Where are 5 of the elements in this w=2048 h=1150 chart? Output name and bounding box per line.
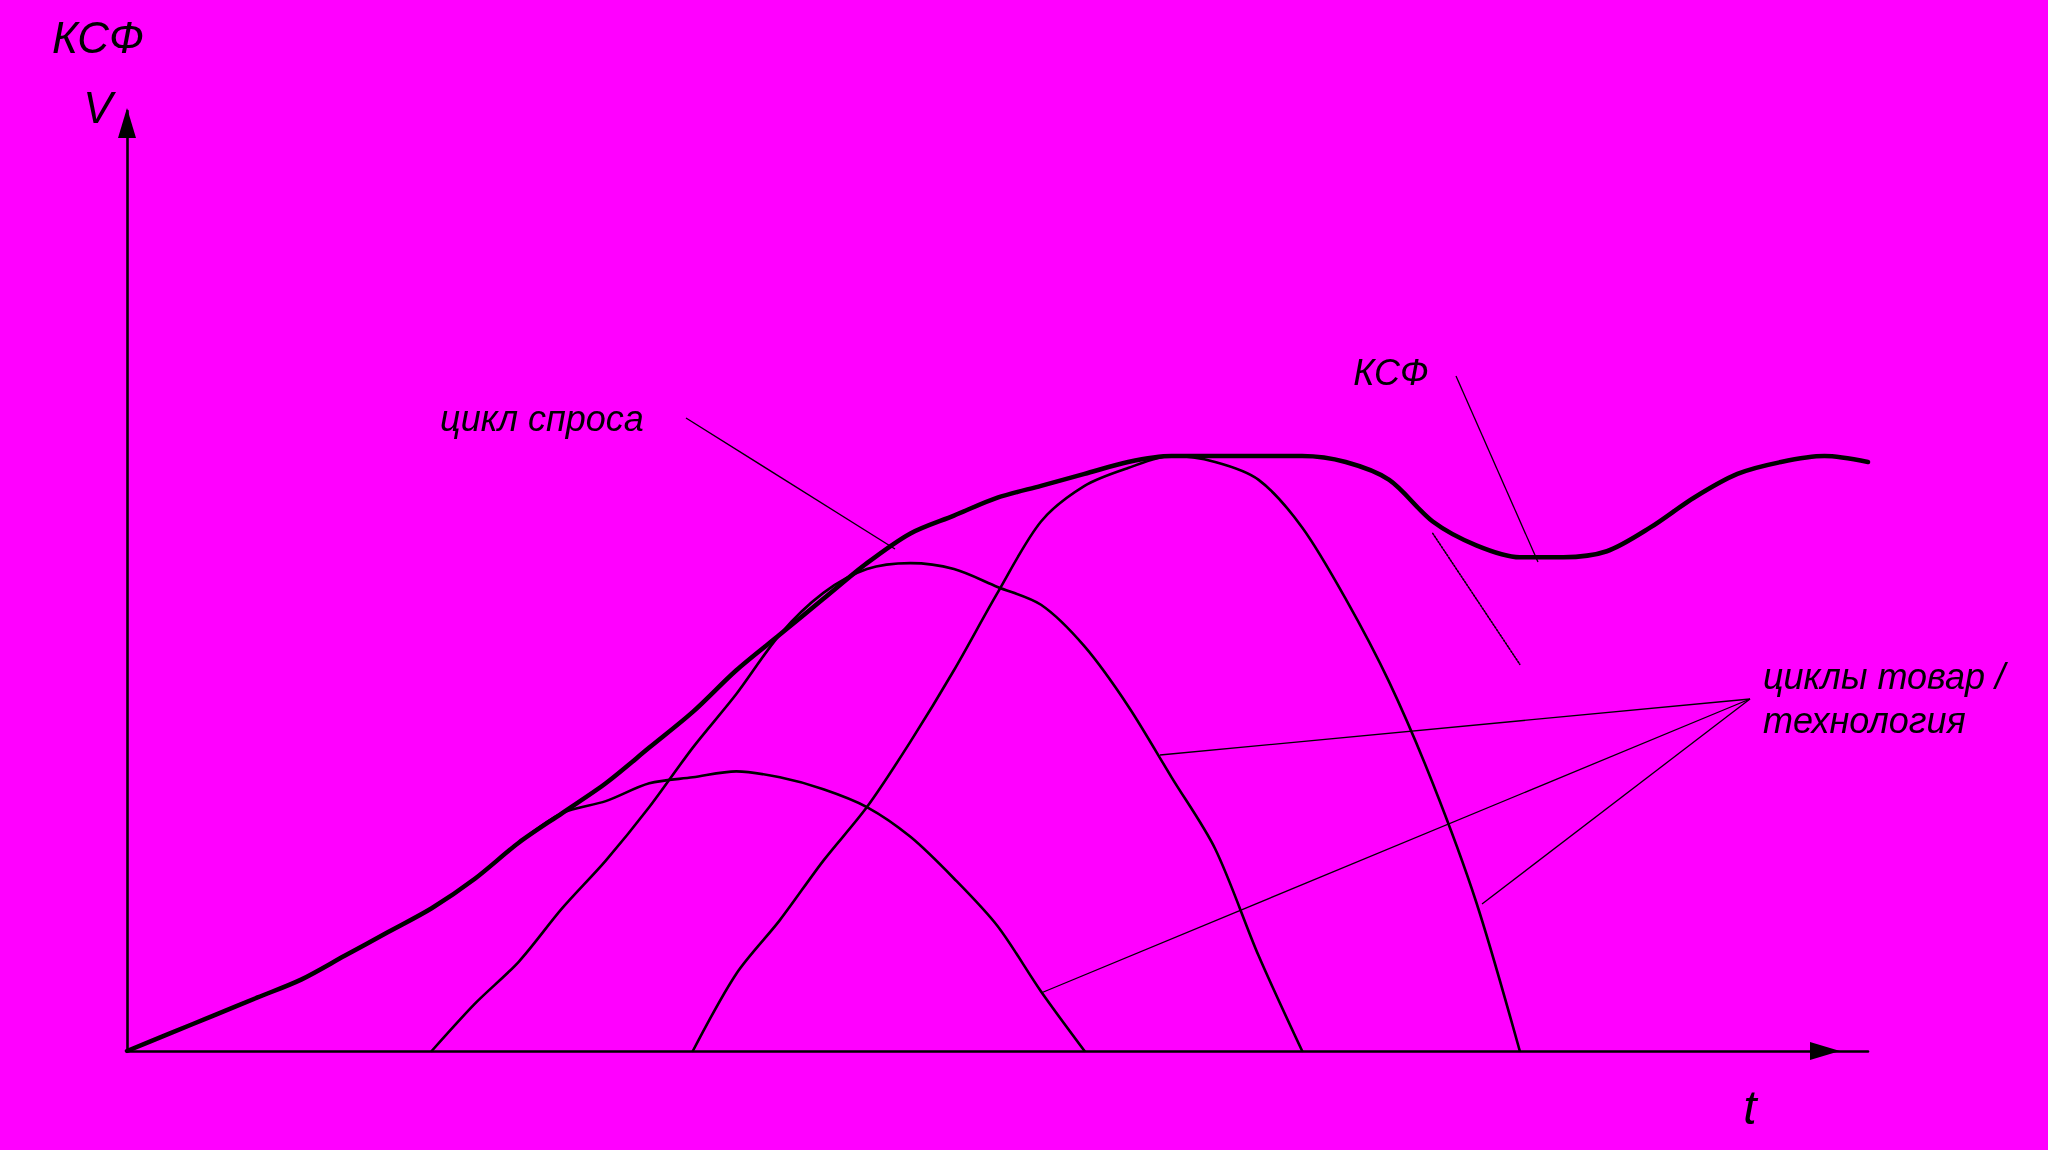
text: КСФ V	[51, 12, 145, 132]
annotation: циклы товар / технология	[1763, 655, 2010, 741]
text: цикл спроса	[440, 397, 644, 439]
x-axis-title: t	[1743, 1080, 1759, 1134]
text: КСФ	[1353, 351, 1429, 393]
